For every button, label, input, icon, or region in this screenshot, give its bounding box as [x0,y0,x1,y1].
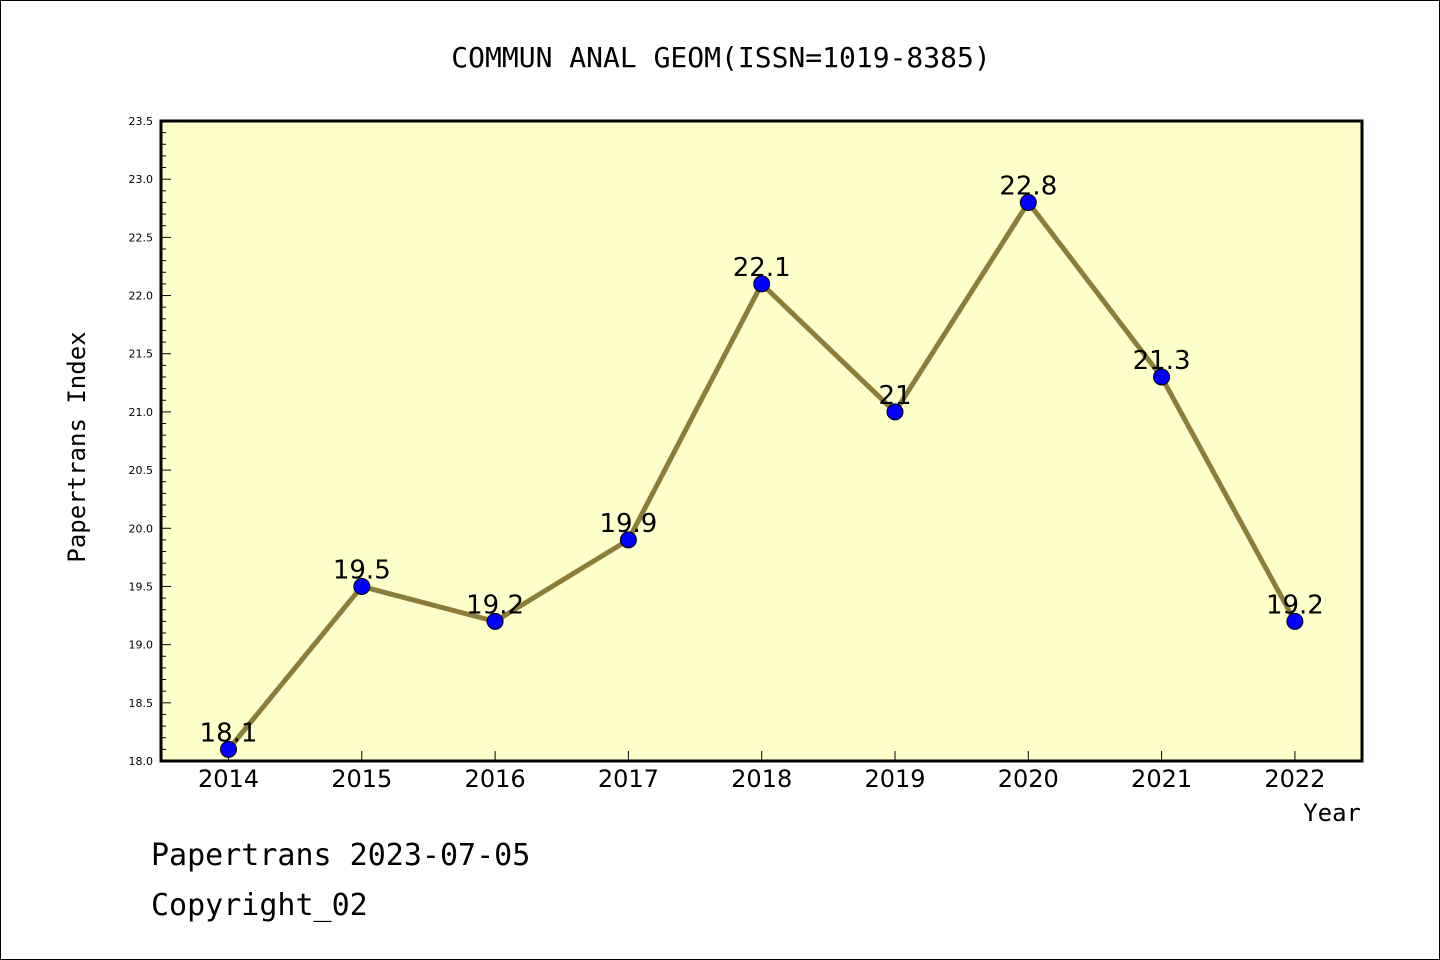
series-markers [220,193,1304,758]
y-tick-label: 22.5 [129,231,154,244]
x-tick-label: 2014 [198,765,259,793]
chart-title: COMMUN ANAL GEOM(ISSN=1019-8385) [451,41,990,74]
x-tick-label: 2020 [998,765,1059,793]
y-tick-label: 23.5 [129,115,154,128]
data-point [1153,368,1171,386]
data-point [886,403,904,421]
y-axis-label: Papertrans Index [63,331,91,562]
footer-copyright-line: Copyright_02 [151,888,368,923]
data-point [1286,612,1304,630]
y-tick-label: 20.0 [129,522,154,535]
data-point [753,275,771,293]
plot-area [161,121,1362,761]
y-axis: 18.0 18.5 19.0 19.5 20.0 20.5 21.0 21.5 22.0 22.5… [129,115,171,768]
x-tick-label: 2017 [598,765,659,793]
x-tick-label: 2018 [731,765,792,793]
data-label: 19.2 [466,590,524,620]
y-tick-label: 23.0 [129,173,154,186]
y-tick-label: 21.5 [129,348,154,361]
y-tick-label: 19.5 [129,580,154,593]
data-label: 22.1 [733,253,791,283]
y-tick-label: 18.0 [129,755,154,768]
y-tick-label: 21.0 [129,406,154,419]
x-tick-label: 2022 [1264,765,1325,793]
data-label: 19.9 [599,509,657,539]
data-point [220,740,237,758]
y-tick-label: 19.0 [129,639,154,652]
data-label: 19.2 [1266,590,1324,620]
y-tick-label: 20.5 [129,464,154,477]
x-tick-label: 2019 [864,765,925,793]
x-axis-label: Year [1303,799,1361,827]
data-point [1019,193,1037,211]
data-label: 21 [878,381,911,411]
y-tick-label: 18.5 [129,697,154,710]
data-point [619,531,637,549]
footer-date-line: Papertrans 2023-07-05 [151,838,530,873]
plot-border [159,119,1364,763]
data-label: 19.5 [333,555,391,585]
data-label: 22.8 [999,171,1057,201]
x-axis: 2014 2015 2016 2017 2018 2019 2020 2021 2022 [198,751,1325,793]
data-label: 21.3 [1133,346,1191,376]
data-label: 18.1 [200,718,258,748]
data-labels: 18.1 19.5 19.2 19.9 22.1 21 22.8 21.3 19.2 [200,171,1324,748]
data-point [486,612,504,630]
x-tick-label: 2021 [1131,765,1192,793]
x-tick-label: 2015 [331,765,392,793]
y-tick-label: 22.0 [129,290,154,303]
data-point [353,577,371,595]
x-tick-label: 2016 [465,765,526,793]
